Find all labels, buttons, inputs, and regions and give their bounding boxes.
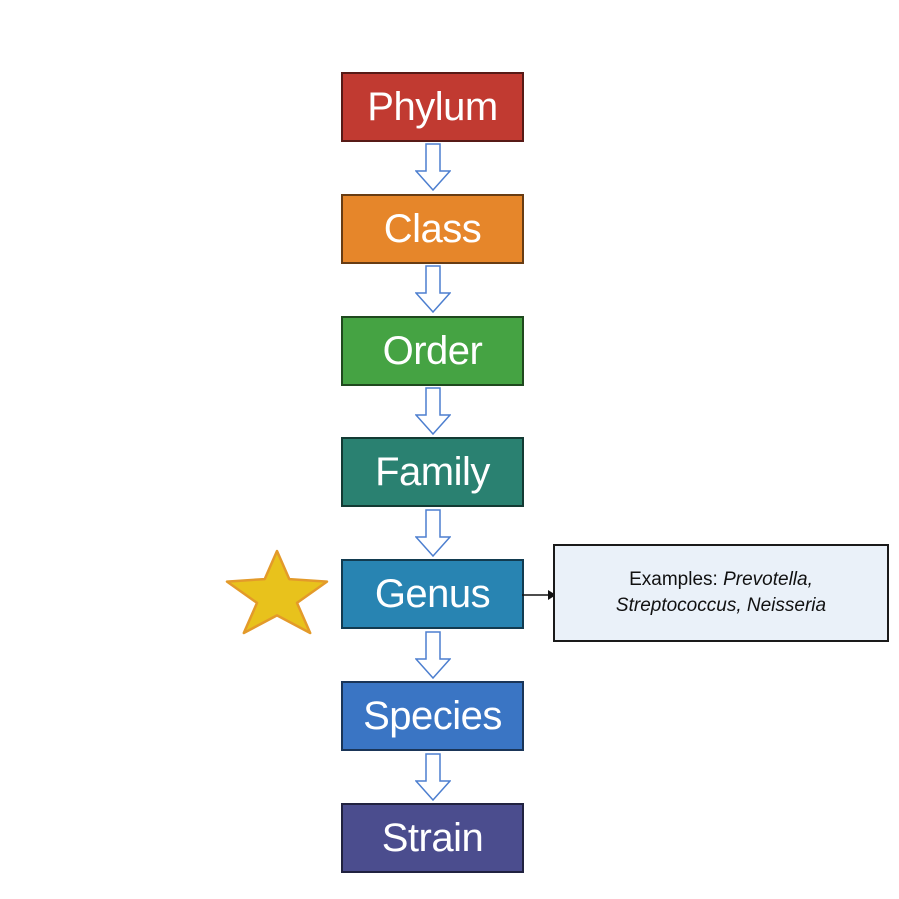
rank-box-genus: Genus — [341, 559, 524, 629]
examples-callout: Examples: Prevotella, Streptococcus, Nei… — [553, 544, 889, 642]
star-icon — [225, 549, 329, 635]
rank-box-order: Order — [341, 316, 524, 386]
down-arrow-icon — [415, 753, 451, 801]
rank-label-family: Family — [375, 449, 490, 494]
examples-prefix: Examples: — [629, 569, 724, 590]
rank-label-class: Class — [383, 206, 482, 251]
rank-box-strain: Strain — [341, 803, 524, 873]
rank-box-class: Class — [341, 194, 524, 264]
down-arrow-icon — [415, 631, 451, 679]
rank-label-order: Order — [382, 328, 483, 373]
rank-label-genus: Genus — [374, 571, 491, 616]
down-arrow-icon — [415, 387, 451, 435]
down-arrow-icon — [415, 143, 451, 191]
examples-line-1: Examples: Prevotella, — [629, 567, 813, 593]
rank-box-family: Family — [341, 437, 524, 507]
pointer-arrow-icon — [522, 590, 556, 600]
rank-box-species: Species — [341, 681, 524, 751]
rank-label-strain: Strain — [381, 815, 484, 860]
examples-line-2: Streptococcus, Neisseria — [615, 595, 827, 616]
down-arrow-icon — [415, 265, 451, 313]
example-genus-prevotella: Prevotella, — [723, 569, 813, 590]
rank-box-phylum: Phylum — [341, 72, 524, 142]
down-arrow-icon — [415, 509, 451, 557]
rank-label-species: Species — [363, 693, 502, 738]
rank-label-phylum: Phylum — [367, 84, 498, 129]
